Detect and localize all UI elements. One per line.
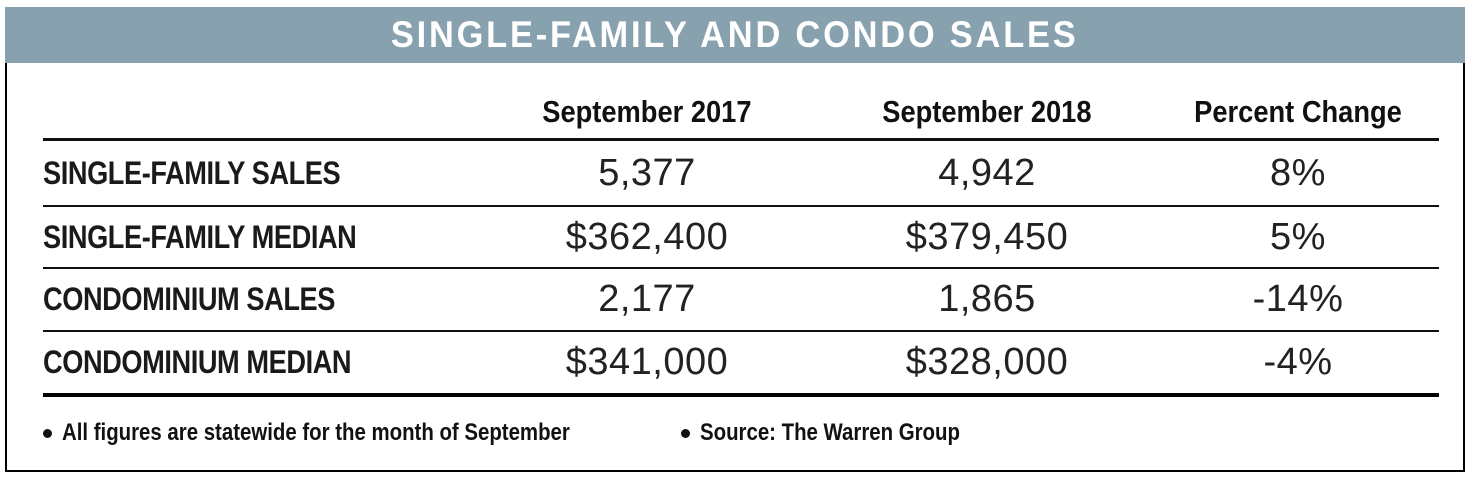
cell-sep2018: 1,865 bbox=[938, 278, 1036, 320]
cell-sep2017: 5,377 bbox=[598, 151, 696, 194]
column-header-label: September 2018 bbox=[882, 94, 1092, 129]
column-header-september-2018: September 2018 bbox=[817, 94, 1157, 130]
row-label: SINGLE-FAMILY SALES bbox=[43, 155, 477, 192]
row-label: CONDOMINIUM SALES bbox=[43, 281, 477, 318]
column-header-label: September 2017 bbox=[542, 94, 752, 129]
row-label-text: SINGLE-FAMILY SALES bbox=[43, 154, 341, 191]
row-label-text: CONDOMINIUM MEDIAN bbox=[43, 344, 352, 380]
footnote-text: All figures are statewide for the month … bbox=[62, 419, 570, 446]
table-row-single-family-median: SINGLE-FAMILY MEDIAN $362,400 $379,450 5… bbox=[43, 205, 1439, 267]
table-row-condominium-sales: CONDOMINIUM SALES 2,177 1,865 -14% bbox=[43, 267, 1439, 330]
cell-sep2018: $328,000 bbox=[905, 341, 1069, 383]
row-label: SINGLE-FAMILY MEDIAN bbox=[43, 219, 477, 256]
cell-percent-change: 5% bbox=[1270, 215, 1326, 258]
row-label-text: CONDOMINIUM SALES bbox=[43, 281, 335, 317]
cell-sep2017: 2,177 bbox=[598, 278, 696, 320]
footnotes: All figures are statewide for the month … bbox=[43, 397, 1439, 469]
footnote-source: Source: The Warren Group bbox=[681, 419, 1006, 447]
table-header-row: September 2017 September 2018 Percent Ch… bbox=[43, 63, 1439, 141]
footnote-statewide: All figures are statewide for the month … bbox=[43, 419, 659, 447]
cell-percent-change: -4% bbox=[1263, 341, 1333, 383]
bullet-icon bbox=[681, 428, 691, 438]
cell-sep2017: $341,000 bbox=[565, 341, 729, 383]
cell-sep2018: $379,450 bbox=[905, 215, 1069, 258]
column-header-september-2017: September 2017 bbox=[477, 94, 817, 130]
table-card: September 2017 September 2018 Percent Ch… bbox=[5, 63, 1465, 472]
table-row-single-family-sales: SINGLE-FAMILY SALES 5,377 4,942 8% bbox=[43, 141, 1439, 205]
row-label: CONDOMINIUM MEDIAN bbox=[43, 344, 477, 381]
cell-percent-change: 8% bbox=[1270, 151, 1326, 194]
cell-sep2018: 4,942 bbox=[938, 151, 1036, 194]
page-title: SINGLE-FAMILY AND CONDO SALES bbox=[391, 14, 1079, 55]
bullet-icon bbox=[43, 428, 52, 438]
cell-percent-change: -14% bbox=[1252, 278, 1344, 320]
column-header-label: Percent Change bbox=[1194, 94, 1402, 129]
column-header-percent-change: Percent Change bbox=[1157, 94, 1439, 130]
title-bar: SINGLE-FAMILY AND CONDO SALES bbox=[5, 7, 1465, 63]
footnote-text: Source: The Warren Group bbox=[700, 419, 961, 446]
cell-sep2017: $362,400 bbox=[565, 215, 729, 258]
table-row-condominium-median: CONDOMINIUM MEDIAN $341,000 $328,000 -4% bbox=[43, 330, 1439, 397]
row-label-text: SINGLE-FAMILY MEDIAN bbox=[43, 218, 357, 255]
